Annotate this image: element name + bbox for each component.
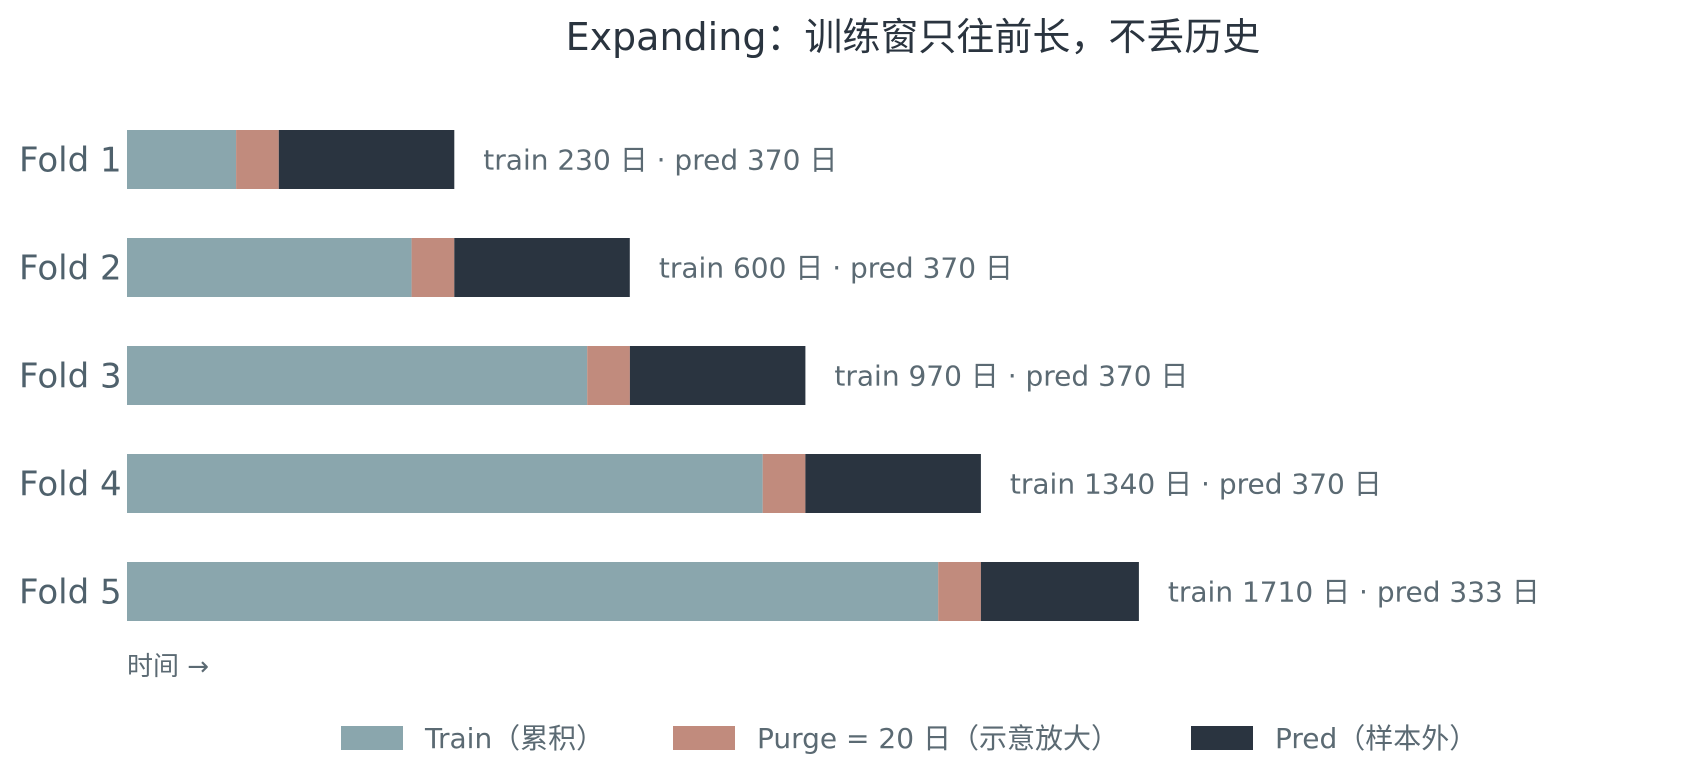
- train-bar-fold-3: [127, 346, 588, 405]
- fold-annotation-5: train 1710 日 · pred 333 日: [1168, 576, 1540, 609]
- purge-bar-fold-4: [762, 454, 806, 513]
- train-bar-fold-2: [127, 238, 412, 297]
- train-bar-fold-5: [127, 562, 939, 621]
- purge-bar-fold-5: [938, 562, 981, 621]
- legend-label: Train（累积）: [424, 722, 604, 755]
- purge-bar-fold-2: [411, 238, 455, 297]
- legend-item-pred: Pred（样本外）: [1191, 722, 1477, 755]
- train-bar-fold-1: [127, 130, 237, 189]
- fold-annotation-4: train 1340 日 · pred 370 日: [1010, 468, 1382, 501]
- fold-annotation-2: train 600 日 · pred 370 日: [659, 252, 1013, 285]
- bars-layer: Fold 1 train 230 日 · pred 370 日 Fold 2 trai…: [19, 130, 1540, 621]
- legend-item-purge: Purge = 20 日（示意放大）: [673, 722, 1119, 755]
- legend-swatch: [673, 726, 735, 750]
- fold-label-5: Fold 5: [19, 573, 122, 613]
- fold-annotation-3: train 970 日 · pred 370 日: [834, 360, 1188, 393]
- pred-bar-fold-1: [278, 130, 455, 189]
- fold-label-4: Fold 4: [19, 465, 122, 505]
- fold-label-1: Fold 1: [19, 141, 122, 181]
- legend-label: Purge = 20 日（示意放大）: [757, 722, 1119, 755]
- x-axis-label: 时间 →: [127, 652, 209, 682]
- chart-title: Expanding：训练窗只往前长，不丢历史: [566, 15, 1261, 59]
- pred-bar-fold-4: [805, 454, 981, 513]
- fold-annotation-1: train 230 日 · pred 370 日: [483, 144, 837, 177]
- legend-item-train: Train（累积）: [341, 722, 604, 755]
- pred-bar-fold-3: [629, 346, 806, 405]
- pred-bar-fold-5: [980, 562, 1139, 621]
- purge-bar-fold-3: [587, 346, 630, 405]
- legend-swatch: [1191, 726, 1253, 750]
- train-bar-fold-4: [127, 454, 763, 513]
- pred-bar-fold-2: [454, 238, 630, 297]
- legend: Train（累积） Purge = 20 日（示意放大） Pred（样本外）: [341, 722, 1477, 755]
- purge-bar-fold-1: [236, 130, 279, 189]
- legend-swatch: [341, 726, 403, 750]
- legend-label: Pred（样本外）: [1275, 722, 1477, 755]
- fold-label-3: Fold 3: [19, 357, 122, 397]
- fold-label-2: Fold 2: [19, 249, 122, 289]
